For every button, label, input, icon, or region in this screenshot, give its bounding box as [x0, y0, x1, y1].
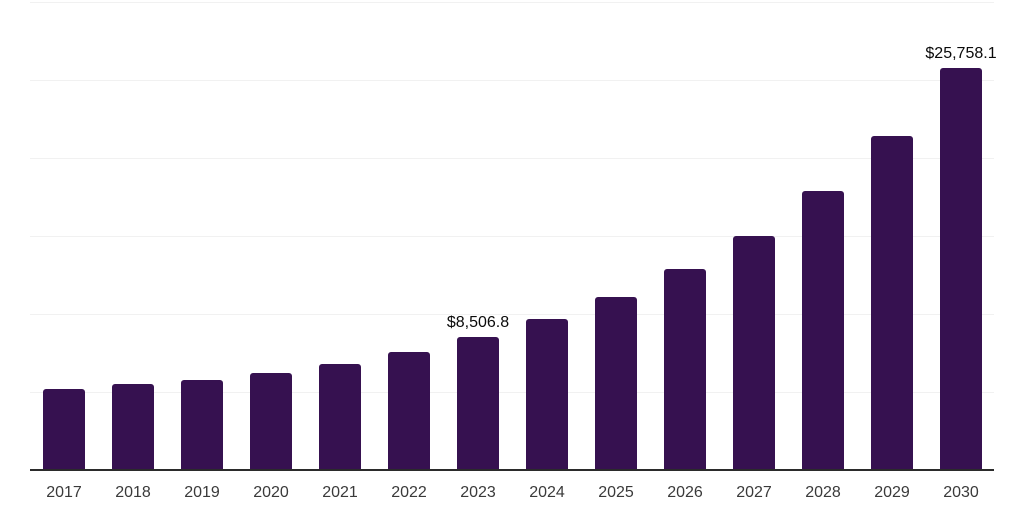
- x-tick-label: 2026: [667, 484, 703, 501]
- x-tick-label: 2018: [115, 484, 151, 501]
- bar-2028: [802, 191, 844, 470]
- bar-2024: [526, 319, 568, 470]
- bar-2017: [43, 389, 85, 470]
- bar-2022: [388, 352, 430, 470]
- x-tick-label: 2021: [322, 484, 358, 501]
- data-label-2030: $25,758.1: [925, 45, 997, 62]
- gridline: [30, 158, 994, 159]
- x-tick-label: 2025: [598, 484, 634, 501]
- x-tick-label: 2020: [253, 484, 289, 501]
- gridline: [30, 236, 994, 237]
- gridline: [30, 314, 994, 315]
- x-tick-label: 2022: [391, 484, 427, 501]
- gridline: [30, 80, 994, 81]
- bar-2019: [181, 380, 223, 470]
- x-tick-label: 2029: [874, 484, 910, 501]
- x-tick-label: 2017: [46, 484, 82, 501]
- bar-2018: [112, 384, 154, 470]
- gridline: [30, 2, 994, 3]
- x-tick-label: 2019: [184, 484, 220, 501]
- bar-2025: [595, 297, 637, 470]
- x-tick-label: 2030: [943, 484, 979, 501]
- x-tick-label: 2028: [805, 484, 841, 501]
- x-tick-label: 2023: [460, 484, 496, 501]
- bar-2020: [250, 373, 292, 470]
- bar-2026: [664, 269, 706, 470]
- bar-2029: [871, 136, 913, 470]
- x-axis-line: [30, 469, 994, 471]
- gridline: [30, 392, 994, 393]
- x-tick-label: 2027: [736, 484, 772, 501]
- x-tick-label: 2024: [529, 484, 565, 501]
- bar-2021: [319, 364, 361, 470]
- bar-2030: [940, 68, 982, 470]
- data-label-2023: $8,506.8: [446, 314, 510, 331]
- bar-2023: [457, 337, 499, 470]
- bar-2027: [733, 236, 775, 470]
